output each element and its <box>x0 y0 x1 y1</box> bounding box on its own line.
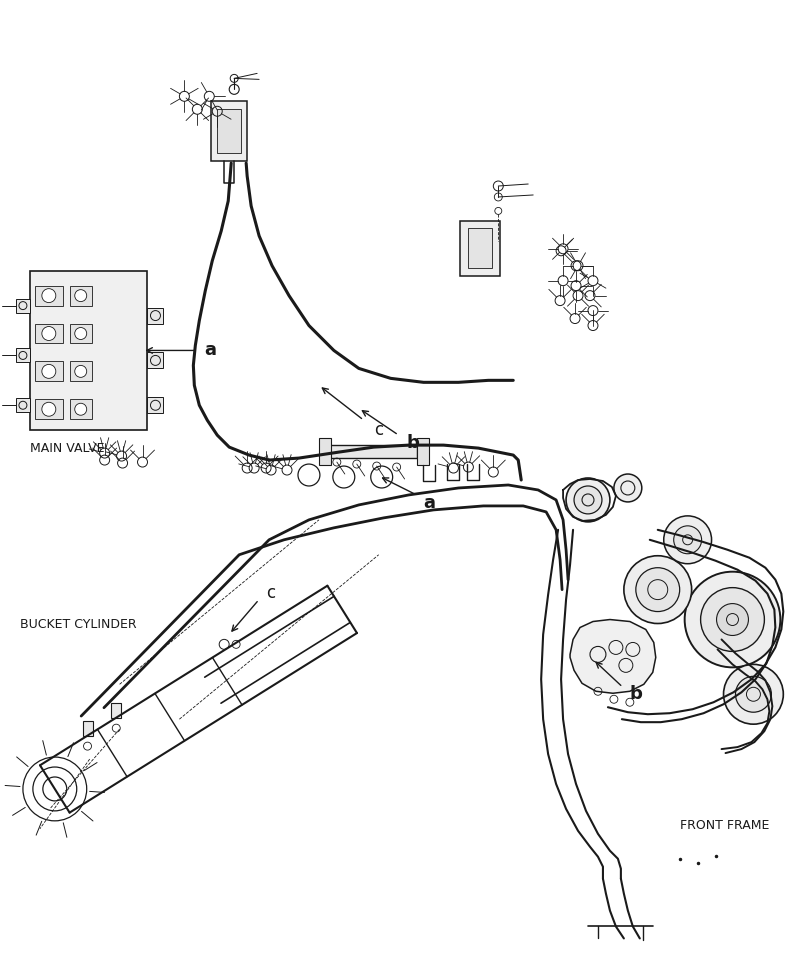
Bar <box>460 221 501 276</box>
Bar <box>112 703 121 718</box>
Bar <box>16 398 30 412</box>
Bar <box>147 397 163 413</box>
Bar <box>82 721 93 736</box>
Text: b: b <box>630 685 643 703</box>
Bar <box>35 285 63 306</box>
Text: FRONT FRAME: FRONT FRAME <box>680 819 769 832</box>
Circle shape <box>701 587 764 652</box>
Circle shape <box>566 478 610 522</box>
Circle shape <box>42 364 55 379</box>
Circle shape <box>614 474 642 502</box>
Bar <box>35 324 63 343</box>
Text: c: c <box>266 583 275 602</box>
Bar <box>70 285 92 306</box>
Bar <box>35 361 63 382</box>
Circle shape <box>624 555 691 624</box>
Circle shape <box>724 664 783 725</box>
Bar <box>468 228 493 268</box>
Circle shape <box>736 677 771 712</box>
Circle shape <box>74 289 86 302</box>
Circle shape <box>684 572 780 667</box>
Circle shape <box>42 327 55 340</box>
Circle shape <box>717 604 748 635</box>
Text: c: c <box>374 421 383 439</box>
Bar <box>327 445 417 458</box>
Polygon shape <box>570 620 656 693</box>
Circle shape <box>636 568 680 611</box>
Circle shape <box>664 516 711 564</box>
Text: a: a <box>204 341 216 359</box>
Circle shape <box>74 328 86 339</box>
Text: b: b <box>406 434 420 452</box>
Bar <box>70 399 92 419</box>
Circle shape <box>74 404 86 415</box>
Bar <box>217 110 242 153</box>
Circle shape <box>42 403 55 416</box>
Bar <box>70 324 92 343</box>
Bar <box>16 299 30 312</box>
Circle shape <box>574 486 602 514</box>
Circle shape <box>674 526 702 554</box>
Bar <box>35 399 63 419</box>
Bar <box>30 271 147 431</box>
Bar <box>211 101 247 161</box>
Text: MAIN VALVE: MAIN VALVE <box>30 442 105 456</box>
Bar <box>417 438 428 465</box>
Bar <box>147 308 163 324</box>
Bar <box>16 349 30 362</box>
Bar <box>147 353 163 368</box>
Bar <box>319 438 331 465</box>
Text: a: a <box>424 494 436 512</box>
Bar <box>70 361 92 382</box>
Text: BUCKET CYLINDER: BUCKET CYLINDER <box>20 618 136 631</box>
Circle shape <box>42 288 55 303</box>
Circle shape <box>74 365 86 378</box>
